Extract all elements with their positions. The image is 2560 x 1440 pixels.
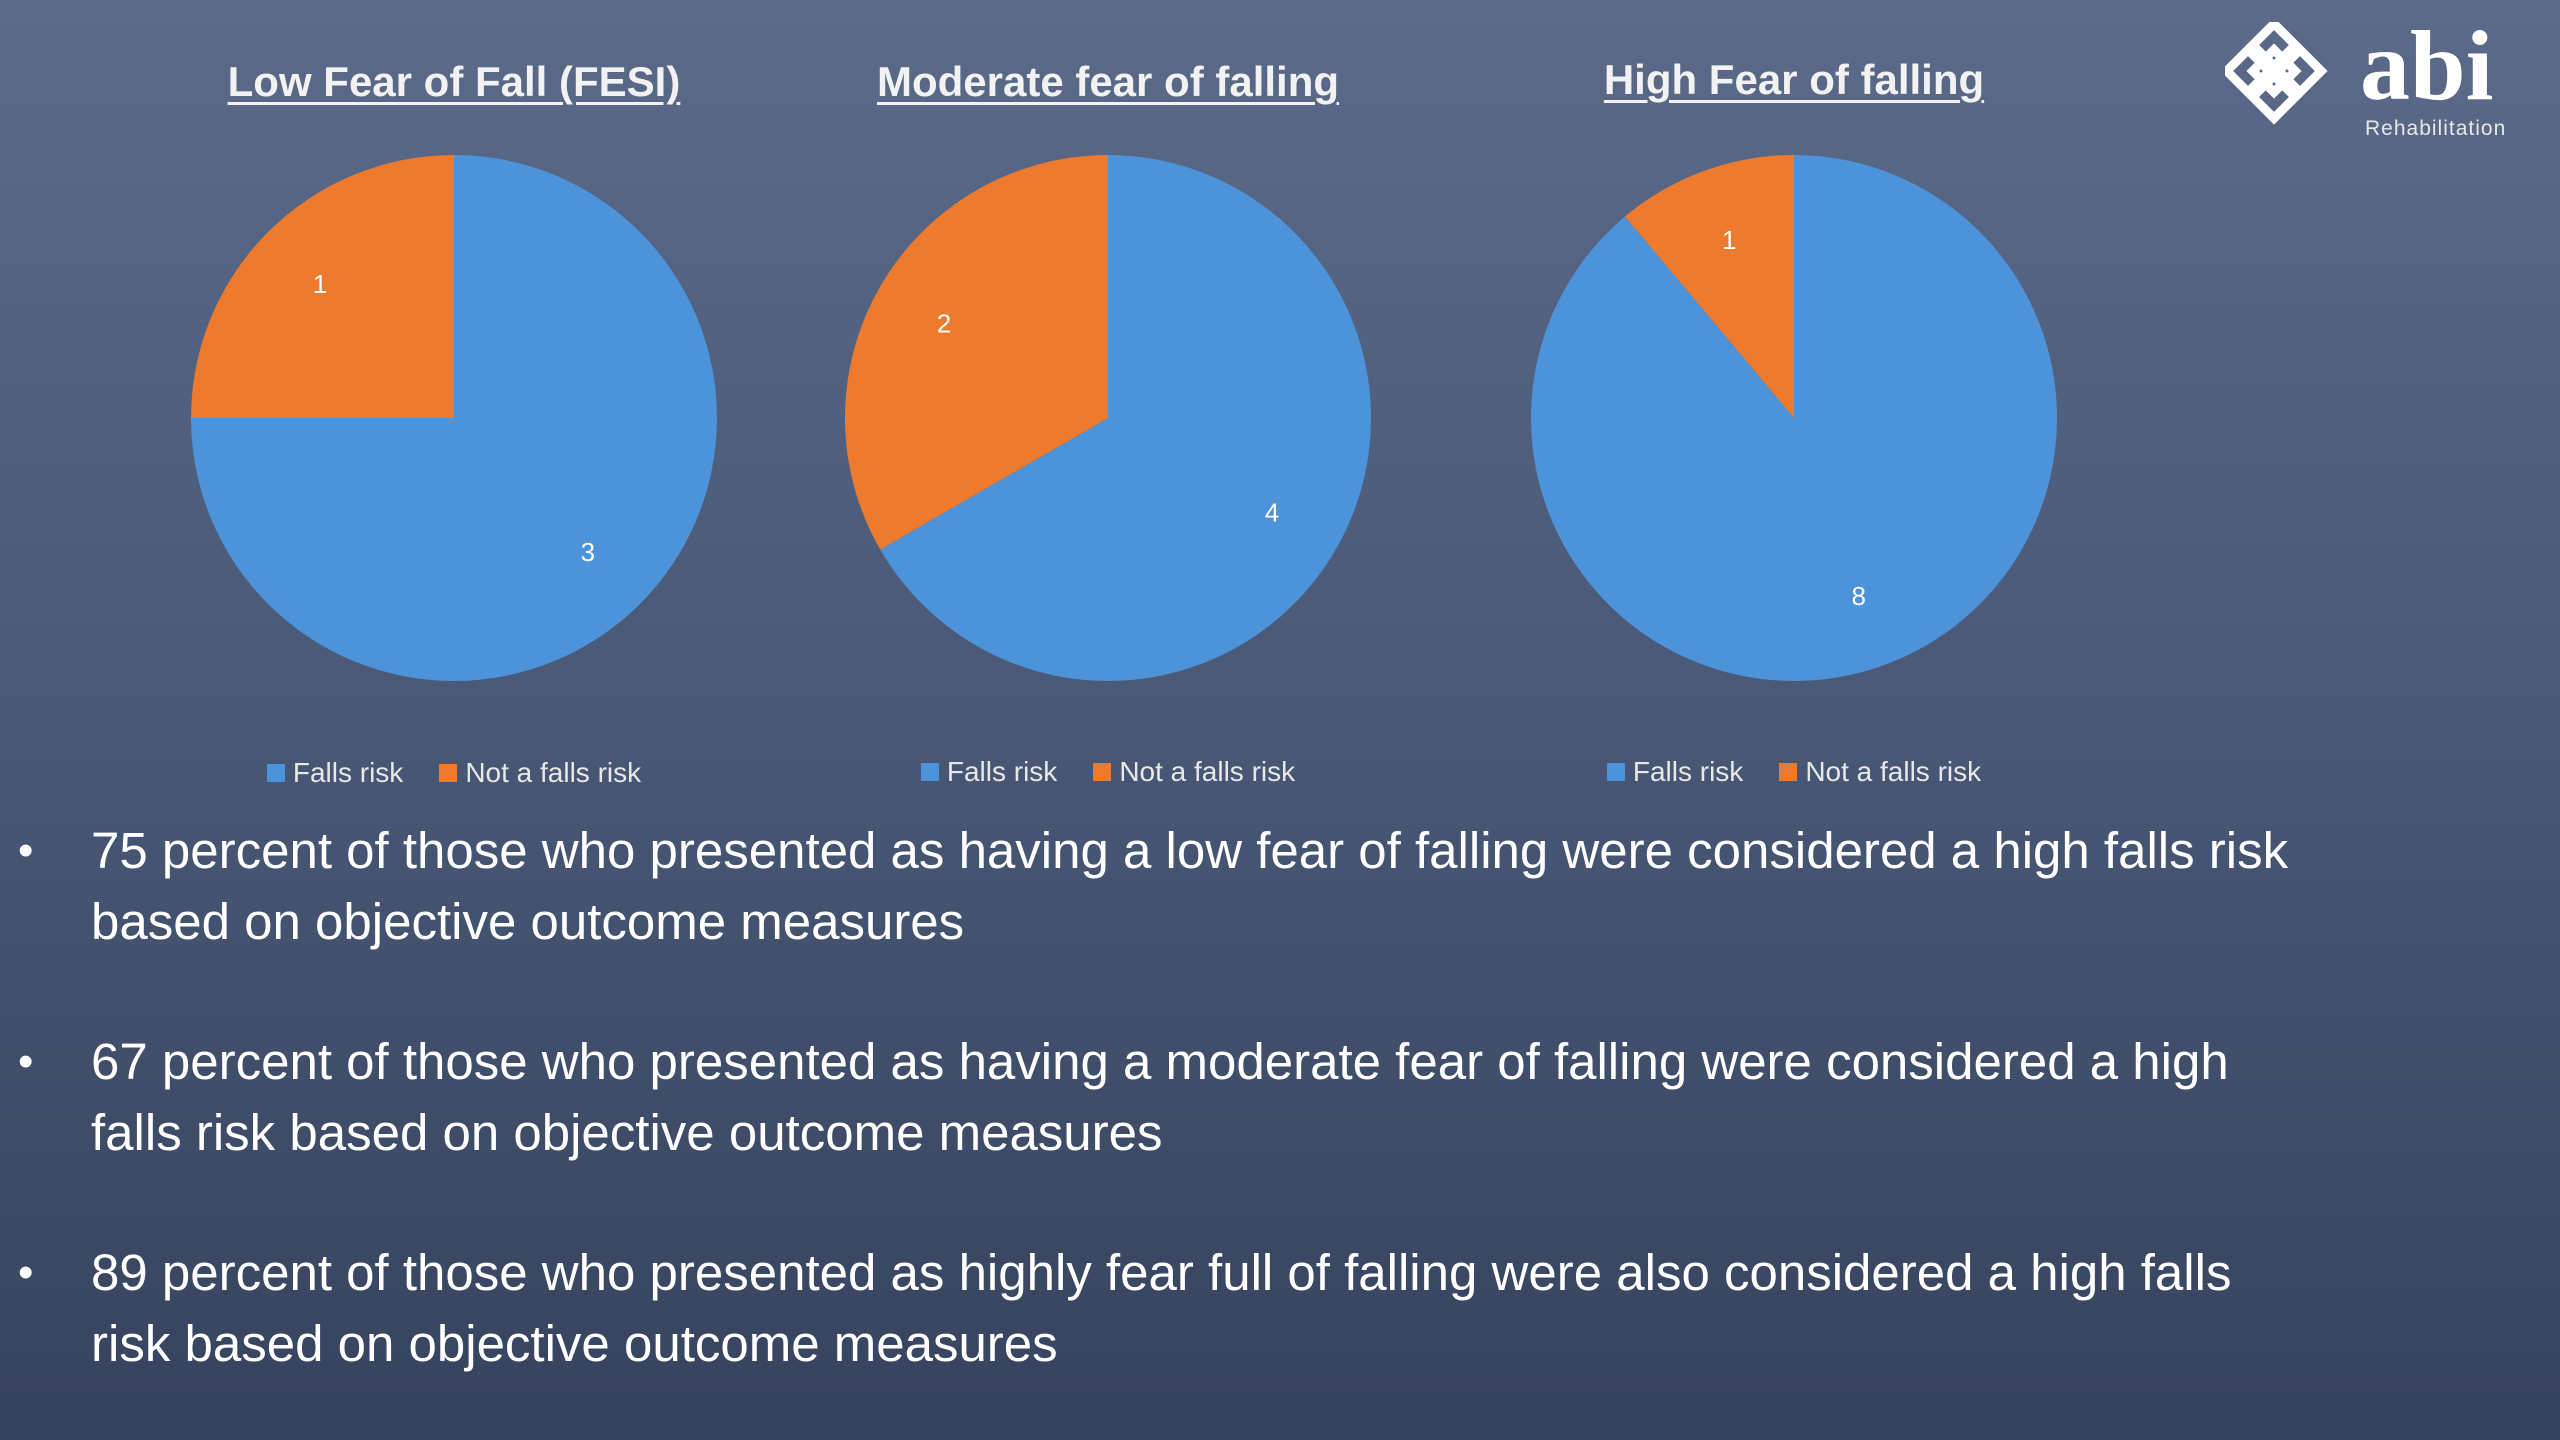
pie-data-label: 2 — [937, 308, 951, 338]
legend-label: Not a falls risk — [1119, 756, 1296, 787]
pie-slice-falls-risk — [1530, 155, 2057, 681]
legend-item-not-falls-risk: Not a falls risk — [1093, 756, 1295, 788]
abi-logo: abi Rehabilitation — [2220, 16, 2525, 147]
logo-wordmark: abi — [2360, 10, 2494, 121]
legend-swatch — [1606, 763, 1625, 781]
legend-label: Not a falls risk — [465, 757, 642, 788]
legend-label: Falls risk — [1632, 756, 1744, 787]
chart-legend: Falls risk Not a falls risk — [728, 756, 1488, 788]
bullet-dot: • — [18, 1248, 34, 1297]
pie-plot: 81 — [1530, 155, 2057, 681]
pie-data-label: 8 — [1852, 581, 1866, 611]
chart-title: Low Fear of Fall (FESI) — [227, 58, 681, 105]
legend-swatch — [1093, 763, 1112, 781]
legend-label: Not a falls risk — [1805, 756, 1982, 787]
bullet-text: 67 percent of those who presented as hav… — [91, 1033, 2229, 1161]
legend-swatch — [1779, 763, 1798, 781]
pie-plot: 31 — [191, 155, 717, 681]
bullet-dot: • — [18, 826, 34, 875]
legend-label: Falls risk — [292, 757, 404, 788]
chart-title: Moderate fear of falling — [876, 58, 1340, 105]
pie-data-label: 1 — [1722, 225, 1736, 255]
legend-item-falls-risk: Falls risk — [1606, 756, 1744, 788]
bullet-text: 89 percent of those who presented as hig… — [91, 1244, 2232, 1372]
legend-swatch — [920, 763, 939, 781]
pie-slice-not-a-falls-risk — [191, 155, 454, 418]
pie-data-label: 3 — [581, 537, 595, 567]
legend-item-falls-risk: Falls risk — [920, 756, 1058, 788]
legend-label: Falls risk — [946, 756, 1058, 787]
pie-slice-not-a-falls-risk — [1624, 155, 1794, 418]
legend-item-not-falls-risk: Not a falls risk — [439, 757, 641, 789]
bullet-dot: • — [18, 1037, 34, 1086]
logo-subtitle: Rehabilitation — [2365, 117, 2507, 140]
pie-slice-not-a-falls-risk — [845, 155, 1108, 550]
diamond-knot-icon — [2220, 17, 2328, 125]
pie-plot: 42 — [845, 155, 1371, 681]
legend-item-falls-risk: Falls risk — [266, 757, 404, 789]
pie-slice-falls-risk — [880, 155, 1371, 681]
legend-item-not-falls-risk: Not a falls risk — [1779, 756, 1981, 788]
legend-swatch — [439, 764, 458, 782]
pie-data-label: 1 — [313, 269, 327, 299]
pie-data-label: 4 — [1265, 498, 1279, 528]
bullet-text: 75 percent of those who presented as hav… — [91, 822, 2289, 950]
legend-swatch — [266, 764, 285, 782]
chart-title: High Fear of falling — [1603, 56, 1985, 103]
chart-legend: Falls risk Not a falls risk — [1414, 756, 2174, 788]
chart-legend: Falls risk Not a falls risk — [74, 757, 834, 789]
